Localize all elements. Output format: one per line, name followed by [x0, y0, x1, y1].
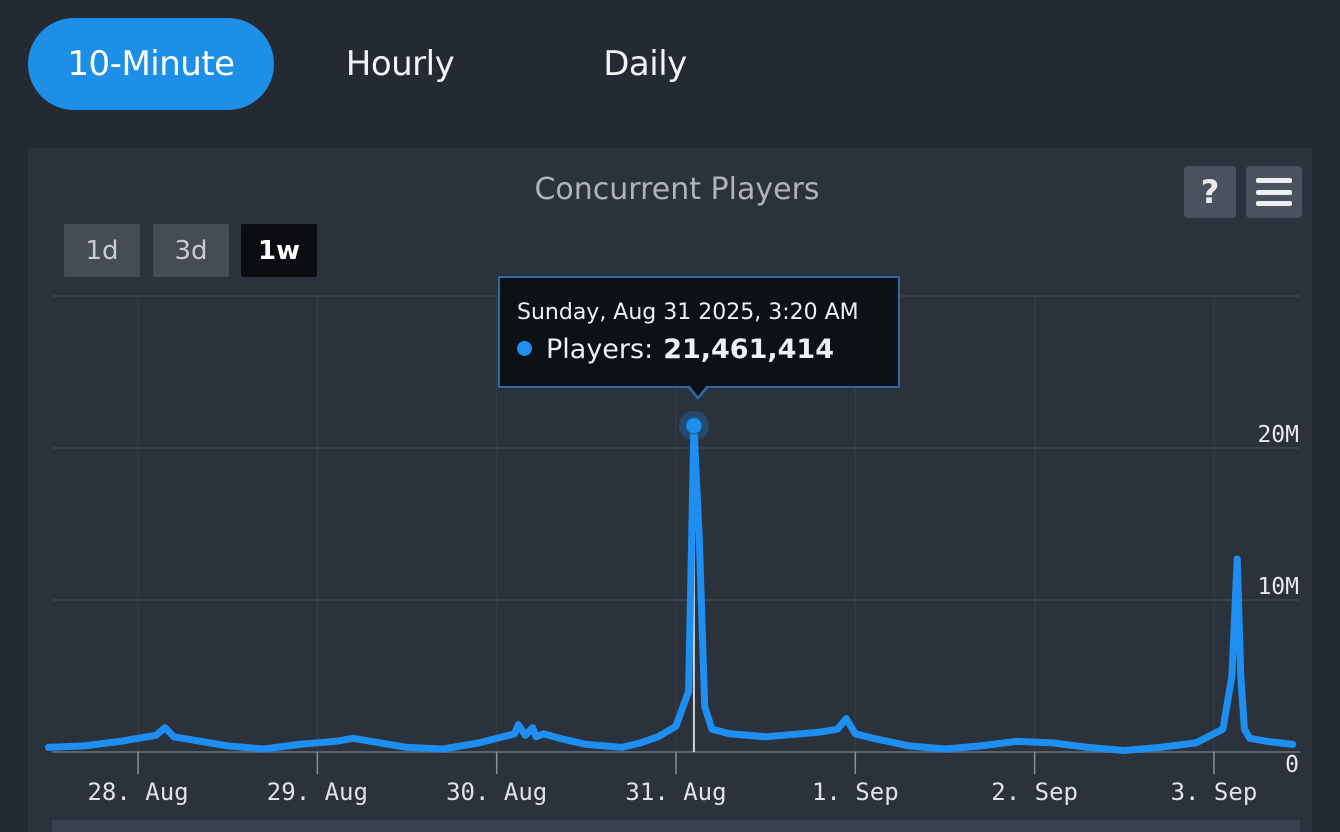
range-1d-button[interactable]: 1d: [64, 224, 140, 277]
tooltip-row: Players: 21,461,414: [517, 334, 834, 365]
y-tick-label: 10M: [1257, 574, 1299, 600]
y-tick-label: 20M: [1257, 422, 1299, 448]
x-tick-label: 1. Sep: [812, 778, 899, 806]
x-tick-label: 2. Sep: [991, 778, 1078, 806]
tooltip-arrow-inner: [688, 384, 708, 396]
x-tick-label: 30. Aug: [446, 778, 547, 806]
range-3d-button[interactable]: 3d: [153, 224, 229, 277]
tab-daily[interactable]: Daily: [603, 44, 687, 84]
x-tick-label: 31. Aug: [625, 778, 726, 806]
hamburger-menu-icon: [1256, 178, 1292, 206]
x-tick-label: 3. Sep: [1171, 778, 1258, 806]
help-button[interactable]: ?: [1184, 166, 1236, 218]
tooltip-series-label: Players:: [546, 334, 654, 365]
series-line-players: [44, 422, 1297, 754]
navigator-scrollbar[interactable]: [52, 820, 1300, 832]
chart-menu-button[interactable]: [1246, 166, 1302, 218]
chart-title: Concurrent Players: [534, 172, 820, 207]
range-1w-button[interactable]: 1w: [241, 224, 317, 277]
x-tick-label: 29. Aug: [267, 778, 368, 806]
tab-10-minute[interactable]: 10-Minute: [28, 18, 274, 110]
y-tick-label: 0: [1285, 752, 1299, 778]
tab-hourly[interactable]: Hourly: [345, 44, 455, 84]
tooltip-date: Sunday, Aug 31 2025, 3:20 AM: [517, 300, 859, 325]
x-tick-label: 28. Aug: [87, 778, 188, 806]
highlight-point: [685, 417, 703, 435]
tooltip-value: 21,461,414: [663, 334, 834, 365]
series-dot-icon: [517, 341, 532, 356]
chart-tooltip: Sunday, Aug 31 2025, 3:20 AM Players: 21,…: [498, 276, 900, 400]
interval-tabs: 10-Minute Hourly Daily: [0, 0, 1340, 130]
